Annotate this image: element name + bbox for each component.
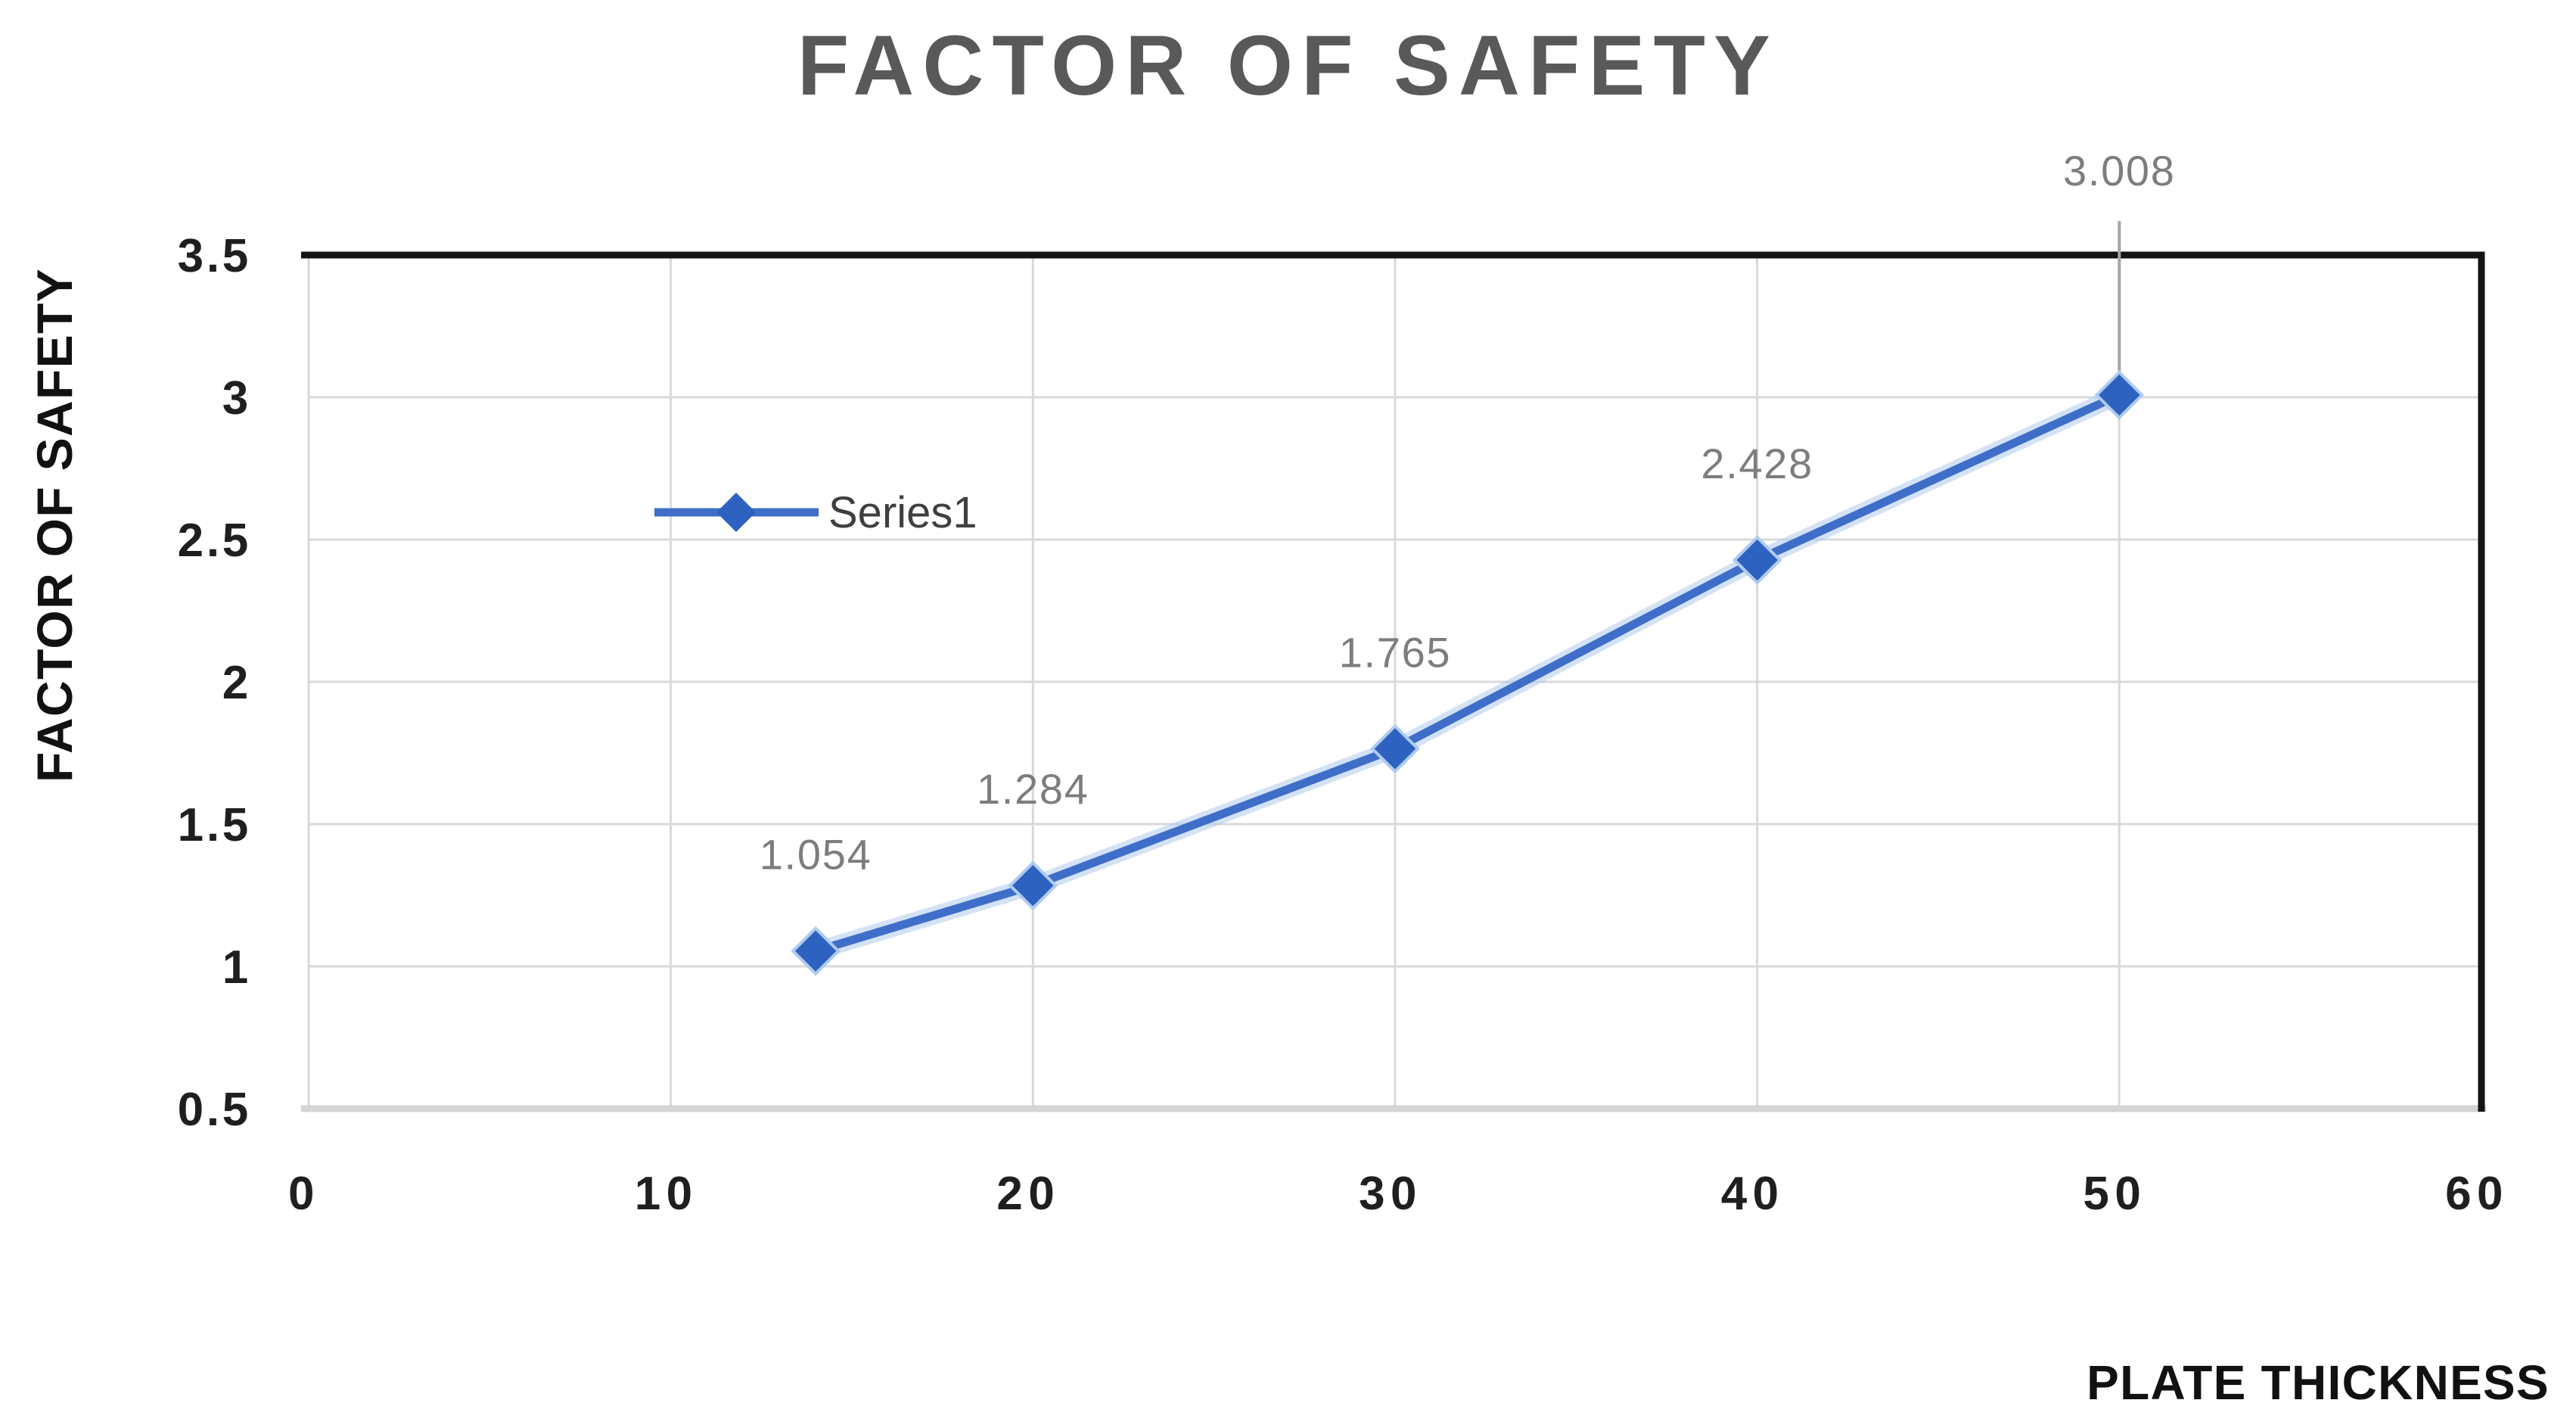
x-tick-label: 10 (635, 1168, 698, 1220)
series-marker-diamond (1370, 723, 1420, 774)
chart-title: FACTOR OF SAFETY (797, 18, 1779, 113)
legend-marker-diamond (716, 493, 756, 532)
y-tick-label: 3.5 (178, 230, 251, 282)
plot-border (301, 251, 2485, 1112)
y-tick-label: 1 (222, 941, 251, 994)
data-label: 2.428 (1701, 440, 1813, 487)
series-line-halo (813, 387, 2124, 960)
y-tick-label: 0.5 (178, 1084, 251, 1136)
x-tick-label: 40 (1721, 1168, 1785, 1220)
series-marker-diamond (1732, 535, 1782, 585)
y-tick-label: 2 (222, 657, 251, 709)
x-axis-title: PLATE THICKNESS (2087, 1355, 2550, 1410)
data-label: 3.008 (2063, 147, 2176, 194)
legend: Series1 (654, 488, 977, 537)
x-tick-label: 0 (288, 1168, 320, 1220)
x-tick-label: 30 (1359, 1168, 1422, 1220)
y-tick-label: 2.5 (178, 515, 251, 567)
series-marker-diamond (2094, 370, 2145, 420)
x-tick-label: 50 (2083, 1168, 2146, 1220)
y-tick-label: 3 (222, 372, 251, 425)
series-marker-diamond (1008, 860, 1058, 911)
x-tick-label: 60 (2445, 1168, 2509, 1220)
data-label: 1.054 (760, 831, 872, 879)
legend-label: Series1 (828, 488, 977, 537)
y-tick-label: 1.5 (178, 799, 251, 851)
series-marker-diamond (791, 926, 841, 976)
x-tick-label: 20 (996, 1168, 1060, 1220)
data-label: 1.284 (977, 765, 1089, 813)
data-label: 1.765 (1339, 628, 1452, 676)
